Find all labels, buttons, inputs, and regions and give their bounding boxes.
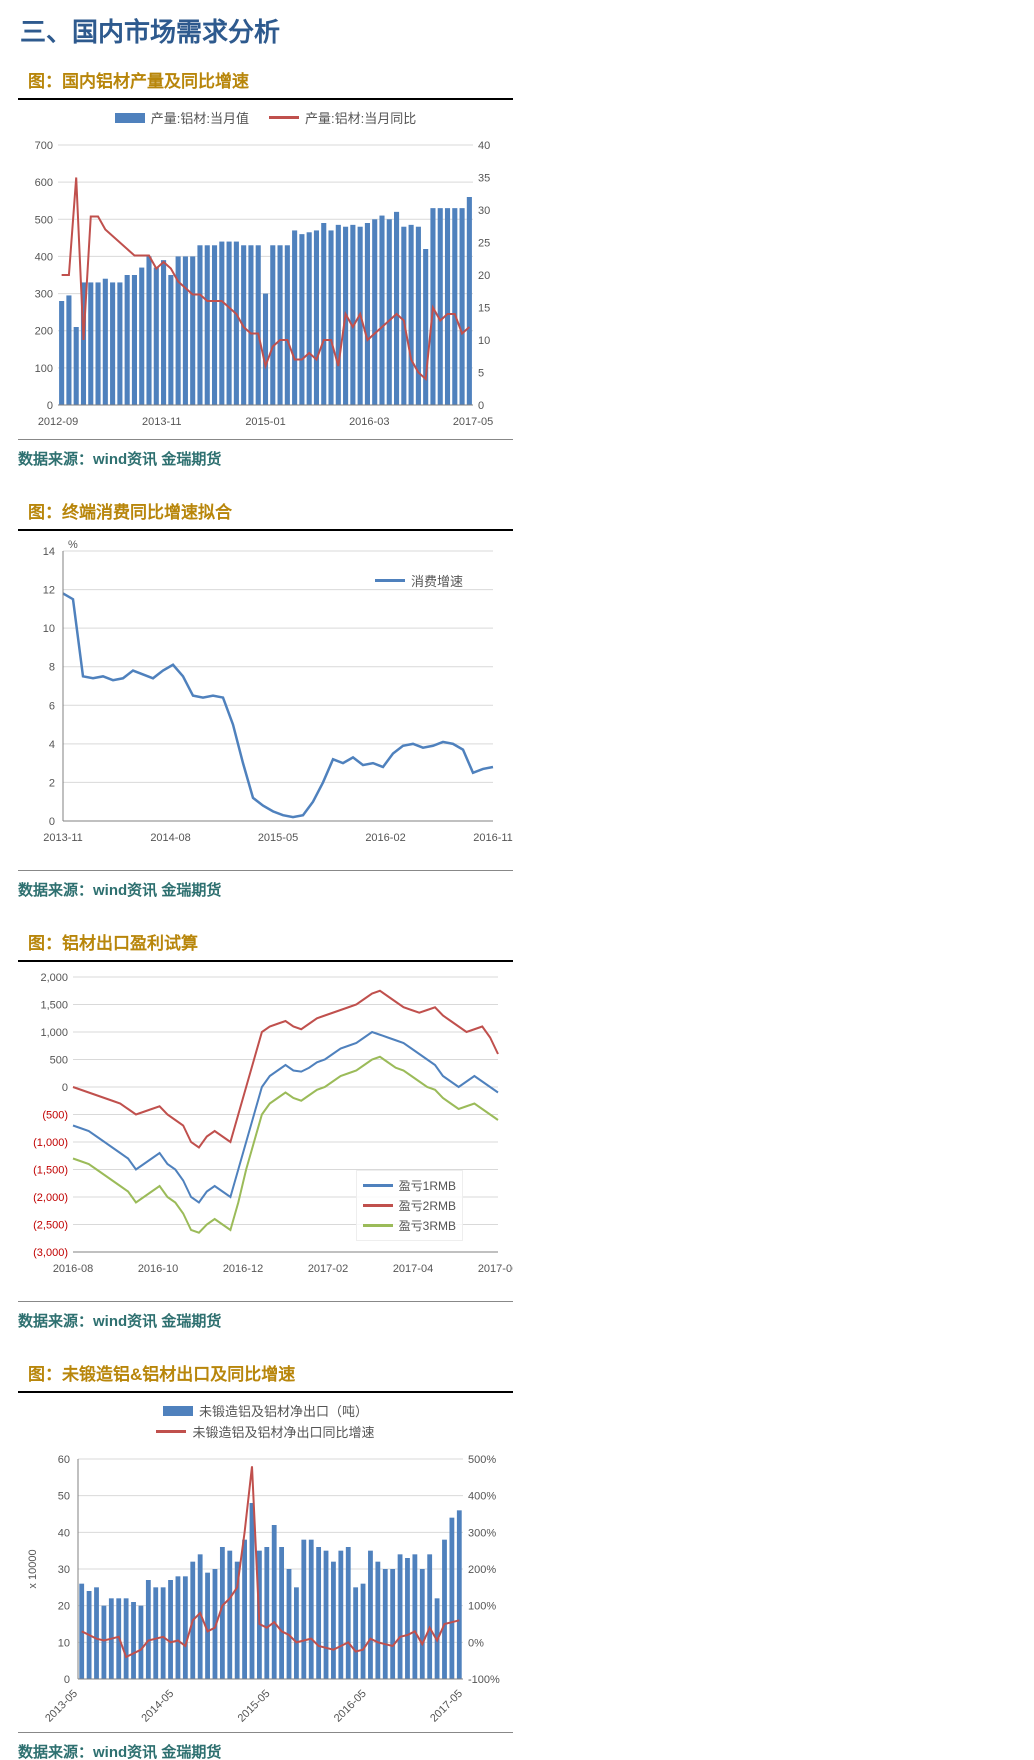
legend-line-label: 未锻造铝及铝材净出口同比增速 [192,1422,374,1441]
svg-text:2017-04: 2017-04 [393,1263,433,1275]
chart1-legend: 产量:铝材:当月值 产量:铝材:当月同比 [18,100,513,135]
svg-text:2017-05: 2017-05 [453,416,493,428]
svg-text:0: 0 [47,400,53,412]
chart2-title: 图：终端消费同比增速拟合 [18,492,513,531]
chart3-title: 图：铝材出口盈利试算 [18,923,513,962]
svg-text:2012-09: 2012-09 [38,416,78,428]
svg-text:(1,500): (1,500) [33,1165,68,1177]
svg-text:40: 40 [58,1527,70,1539]
svg-text:2013-05: 2013-05 [43,1688,80,1725]
svg-text:35: 35 [478,173,490,185]
svg-text:(3,000): (3,000) [33,1247,68,1259]
svg-text:400%: 400% [468,1491,496,1503]
svg-text:2017-06: 2017-06 [478,1263,513,1275]
svg-text:2016-12: 2016-12 [223,1263,263,1275]
svg-text:100%: 100% [468,1601,496,1613]
svg-text:20: 20 [478,270,490,282]
svg-text:15: 15 [478,303,490,315]
svg-text:100: 100 [35,363,53,375]
svg-text:2017-05: 2017-05 [428,1688,465,1725]
svg-text:5: 5 [478,368,484,380]
svg-text:0: 0 [64,1674,70,1686]
chart4-legend: 未锻造铝及铝材净出口（吨） 未锻造铝及铝材净出口同比增速 [18,1393,513,1449]
chart4-source: 数据来源：wind资讯 金瑞期货 [18,1733,513,1760]
chart4-area: 未锻造铝及铝材净出口（吨） 未锻造铝及铝材净出口同比增速 0 10 20 30 40 50… [18,1393,513,1733]
svg-text:30: 30 [478,205,490,217]
svg-text:(500): (500) [42,1110,68,1122]
svg-text:300: 300 [35,289,53,301]
svg-text:200%: 200% [468,1564,496,1576]
svg-text:200: 200 [35,326,53,338]
legend-bar-label: 产量:铝材:当月值 [151,108,249,127]
svg-text:(2,000): (2,000) [33,1192,68,1204]
svg-text:2016-03: 2016-03 [349,416,389,428]
section-title: 三、国内市场需求分析 [0,0,1034,61]
chart-panel-1: 图：国内铝材产量及同比增速 产量:铝材:当月值 产量:铝材:当月同比 01002… [18,61,513,477]
svg-text:700: 700 [35,140,53,152]
legend-bar-label: 未锻造铝及铝材净出口（吨） [199,1401,368,1420]
svg-text:25: 25 [478,238,490,250]
svg-text:30: 30 [58,1564,70,1576]
svg-text:2016-02: 2016-02 [365,832,405,844]
svg-text:2017-02: 2017-02 [308,1263,348,1275]
chart3-source: 数据来源：wind资讯 金瑞期货 [18,1302,513,1339]
svg-text:0: 0 [49,816,55,828]
svg-text:2016-05: 2016-05 [332,1688,369,1725]
chart4-title: 图：未锻造铝&铝材出口及同比增速 [18,1354,513,1393]
svg-text:10: 10 [478,335,490,347]
svg-text:50: 50 [58,1491,70,1503]
svg-text:2015-05: 2015-05 [258,832,298,844]
svg-text:10: 10 [43,623,55,635]
svg-text:8: 8 [49,662,55,674]
svg-text:(2,500): (2,500) [33,1220,68,1232]
svg-text:400: 400 [35,251,53,263]
svg-text:2015-01: 2015-01 [245,416,285,428]
svg-text:20: 20 [58,1601,70,1613]
svg-text:2016-11: 2016-11 [473,832,513,844]
chart-panel-3: 图：铝材出口盈利试算 (3,000)(2,500)(2,000)(1,500)(… [18,923,513,1339]
svg-text:600: 600 [35,177,53,189]
svg-text:60: 60 [58,1454,70,1466]
chart-grid: 图：国内铝材产量及同比增速 产量:铝材:当月值 产量:铝材:当月同比 01002… [0,61,1034,1760]
chart3-area: (3,000) (2,500) (2,000) (1,500) (1,000) (500)… [18,962,513,1302]
svg-text:500: 500 [35,214,53,226]
svg-text:%: % [68,539,78,551]
svg-text:1,000: 1,000 [40,1027,68,1039]
svg-text:2,000: 2,000 [40,972,68,984]
chart2-legend: 消费增速 [375,571,463,590]
svg-text:2014-08: 2014-08 [150,832,190,844]
svg-text:2: 2 [49,777,55,789]
svg-text:2016-10: 2016-10 [138,1263,178,1275]
svg-text:14: 14 [43,546,55,558]
svg-text:500%: 500% [468,1454,496,1466]
svg-text:4: 4 [49,739,55,751]
svg-text:12: 12 [43,585,55,597]
svg-text:10: 10 [58,1637,70,1649]
chart-panel-4: 图：未锻造铝&铝材出口及同比增速 未锻造铝及铝材净出口（吨） 未锻造铝及铝材净出… [18,1354,513,1760]
svg-text:0%: 0% [468,1637,484,1649]
chart1-area: 产量:铝材:当月值 产量:铝材:当月同比 0100200300400500600… [18,100,513,440]
chart2-area: % 0 2 4 6 8 10 12 14 2013-11 2014-08 2015-05 2016-02… [18,531,513,871]
svg-text:-100%: -100% [468,1674,500,1686]
svg-text:6: 6 [49,700,55,712]
svg-text:2013-11: 2013-11 [43,832,83,844]
chart3-legend: 盈亏1RMB 盈亏2RMB 盈亏3RMB [356,1170,463,1241]
svg-text:1,500: 1,500 [40,1000,68,1012]
chart2-source: 数据来源：wind资讯 金瑞期货 [18,871,513,908]
legend-line-label: 产量:铝材:当月同比 [305,108,416,127]
svg-text:0: 0 [62,1082,68,1094]
svg-text:(1,000): (1,000) [33,1137,68,1149]
svg-text:2013-11: 2013-11 [142,416,182,428]
svg-text:2015-05: 2015-05 [236,1688,273,1725]
svg-text:2016-08: 2016-08 [53,1263,93,1275]
svg-text:x 10000: x 10000 [27,1549,39,1588]
svg-text:300%: 300% [468,1527,496,1539]
svg-text:0: 0 [478,400,484,412]
svg-text:40: 40 [478,140,490,152]
chart1-title: 图：国内铝材产量及同比增速 [18,61,513,100]
chart-panel-2: 图：终端消费同比增速拟合 % 0 2 4 6 8 10 12 14 2013-11 2014-08 2… [18,492,513,908]
svg-text:2014-05: 2014-05 [139,1688,176,1725]
chart1-source: 数据来源：wind资讯 金瑞期货 [18,440,513,477]
svg-text:500: 500 [50,1055,68,1067]
